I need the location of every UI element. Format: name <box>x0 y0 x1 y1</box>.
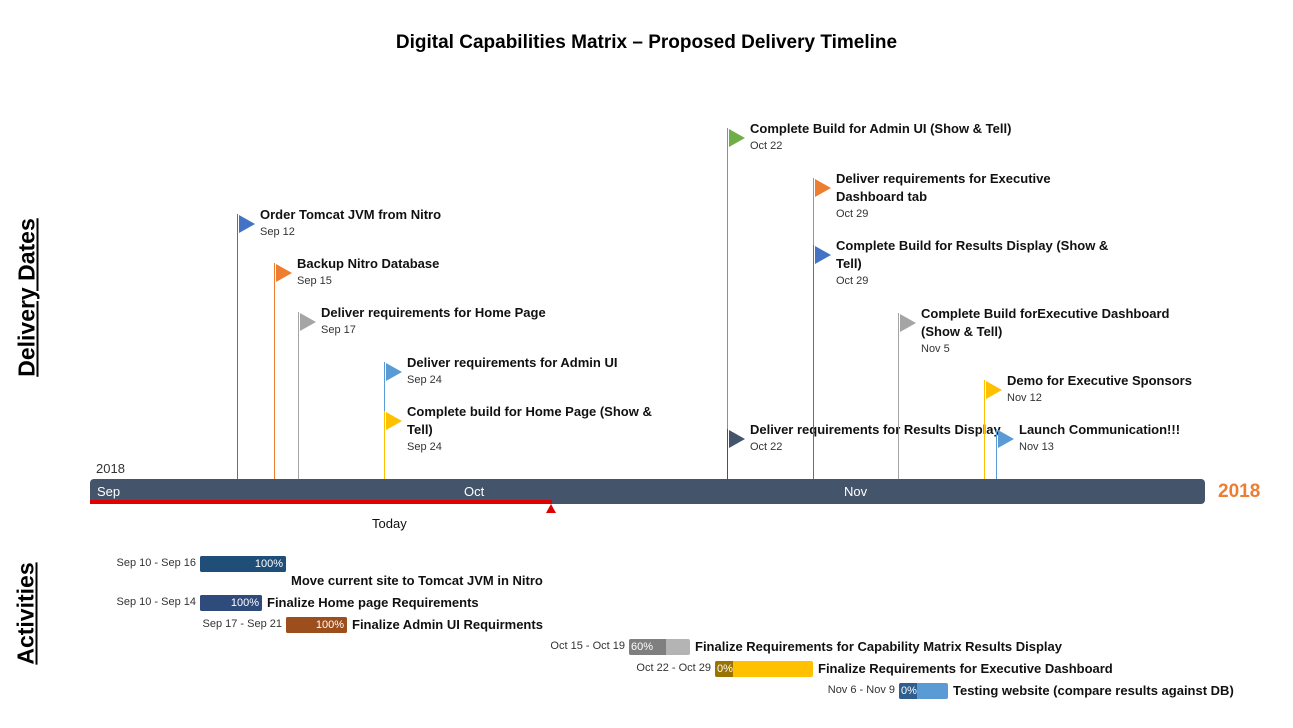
activity-label: Finalize Admin UI Requirments <box>352 617 543 632</box>
timeline-axis-bar <box>90 479 1205 504</box>
activity-progress-fill <box>200 556 286 572</box>
milestone-date: Sep 24 <box>407 441 442 453</box>
activity-progress-fill <box>899 683 917 699</box>
milestone-flag-icon <box>729 129 745 147</box>
milestone-flag-icon <box>815 179 831 197</box>
milestone-line <box>898 313 899 479</box>
activity-progress-fill <box>629 639 666 655</box>
milestone-line <box>274 263 275 479</box>
milestone-date: Oct 29 <box>836 208 869 220</box>
milestone-title: Deliver requirements for Admin UI <box>407 355 618 370</box>
milestone-flag-icon <box>386 363 402 381</box>
milestone-date: Nov 12 <box>1007 392 1042 404</box>
activity-bar: 0% <box>715 661 813 677</box>
milestone-title: Complete Build forExecutive Dashboard (Sh… <box>921 306 1170 339</box>
activity-bar: 100% <box>200 595 262 611</box>
activity-percent: 100% <box>230 597 259 609</box>
activity-label: Finalize Requirements for Capability Mat… <box>695 639 1062 654</box>
milestone-date: Nov 13 <box>1019 441 1054 453</box>
milestone-date: Oct 22 <box>750 441 783 453</box>
milestone-title: Complete Build for Results Display (Show… <box>836 238 1109 271</box>
milestone-line <box>384 411 385 479</box>
activity-dates: Sep 10 - Sep 16 <box>116 557 196 569</box>
axis-year-big: 2018 <box>1218 481 1261 502</box>
milestone-date: Oct 22 <box>750 140 783 152</box>
activity-dates: Sep 10 - Sep 14 <box>116 596 196 608</box>
milestone-line <box>298 312 299 479</box>
milestone-flag-icon <box>239 215 255 233</box>
milestone-line <box>984 380 985 479</box>
today-label: Today <box>372 516 407 531</box>
milestone-line <box>727 128 728 479</box>
milestone-title: Launch Communication!!! <box>1019 422 1181 437</box>
activity-bar: 100% <box>200 556 286 572</box>
activity-progress-fill <box>200 595 262 611</box>
axis-year-label: 2018 <box>96 461 125 476</box>
milestone-title: Deliver requirements for Results Display <box>750 422 1001 437</box>
milestone-flag-icon <box>900 314 916 332</box>
month-label-sep: Sep <box>97 484 121 499</box>
milestone-flag-icon <box>276 264 292 282</box>
milestone-flag-icon <box>815 246 831 264</box>
activities-label: Activities <box>12 562 39 665</box>
milestone-title: Complete build for Home Page (Show & Tell… <box>407 404 652 437</box>
activity-dates: Oct 15 - Oct 19 <box>550 640 625 652</box>
milestone-date: Nov 5 <box>921 343 950 355</box>
milestone-line <box>996 429 997 479</box>
activity-percent: 0% <box>717 663 733 675</box>
activity-bar: 100% <box>286 617 347 633</box>
activity-dates: Sep 17 - Sep 21 <box>202 618 282 630</box>
milestone-title: Deliver requirements for Home Page <box>321 305 546 320</box>
today-progress-line <box>90 500 552 504</box>
milestone-line <box>237 214 238 479</box>
activity-label: Move current site to Tomcat JVM in Nitro <box>291 573 543 588</box>
milestone-date: Sep 12 <box>260 226 295 238</box>
milestone-date: Sep 24 <box>407 374 442 386</box>
milestone-date: Sep 15 <box>297 275 332 287</box>
milestone-flag-icon <box>729 430 745 448</box>
month-label-oct: Oct <box>464 484 485 499</box>
activity-label: Finalize Home page Requirements <box>267 595 479 610</box>
activity-progress-fill <box>715 661 733 677</box>
activity-bar: 60% <box>629 639 690 655</box>
activity-percent: 0% <box>901 685 917 697</box>
milestone-title: Demo for Executive Sponsors <box>1007 373 1192 388</box>
milestone-title: Deliver requirements for Executive Dashbo… <box>836 171 1051 204</box>
delivery-dates-label: Delivery Dates <box>13 218 40 377</box>
chart-title: Digital Capabilities Matrix – Proposed D… <box>395 32 898 53</box>
milestone-flag-icon <box>386 412 402 430</box>
milestone-flag-icon <box>986 381 1002 399</box>
milestone-flag-icon <box>300 313 316 331</box>
milestone-line <box>727 429 728 479</box>
milestone-title: Order Tomcat JVM from Nitro <box>260 207 442 222</box>
activity-bar: 0% <box>899 683 948 699</box>
activity-progress-fill <box>286 617 347 633</box>
activity-percent: 100% <box>315 619 344 631</box>
activity-percent: 60% <box>631 641 654 653</box>
milestone-date: Sep 17 <box>321 324 356 336</box>
milestone-line <box>813 245 814 479</box>
activity-label: Finalize Requirements for Executive Dash… <box>818 661 1113 676</box>
milestone-flag-icon <box>998 430 1014 448</box>
today-marker-icon <box>546 504 556 513</box>
activity-dates: Nov 6 - Nov 9 <box>827 684 895 696</box>
milestone-title: Complete Build for Admin UI (Show & Tell… <box>750 121 1012 136</box>
activity-label: Testing website (compare results against… <box>953 683 1234 698</box>
month-label-nov: Nov <box>844 484 868 499</box>
milestone-title: Backup Nitro Database <box>297 256 440 271</box>
milestone-date: Oct 29 <box>836 275 869 287</box>
activity-percent: 100% <box>254 558 283 570</box>
activity-dates: Oct 22 - Oct 29 <box>636 662 711 674</box>
